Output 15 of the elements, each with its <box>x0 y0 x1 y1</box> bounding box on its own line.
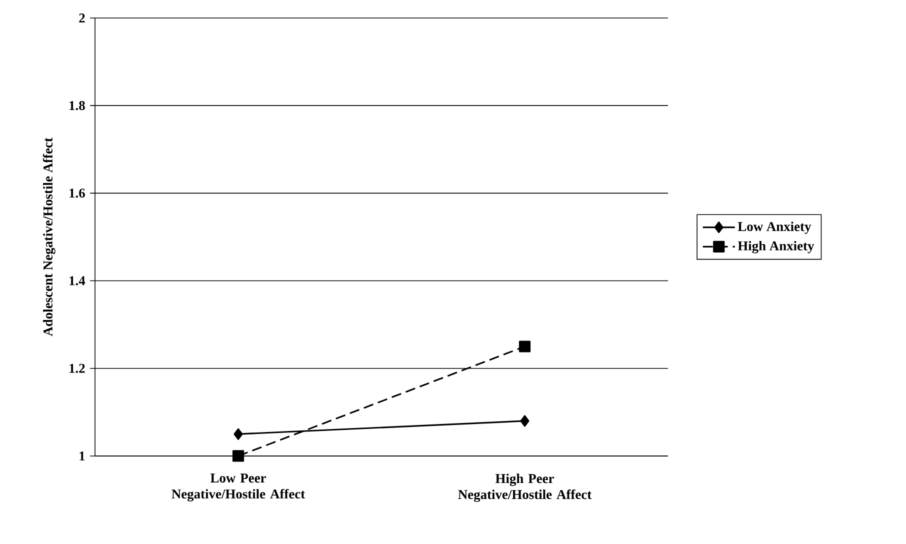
point <box>234 428 243 440</box>
point <box>520 415 530 427</box>
y-tick-label: 1.8 <box>70 101 85 110</box>
legend-label: Low Anxiety <box>738 222 812 234</box>
y-tick-label: 1 <box>80 452 85 460</box>
point <box>518 340 531 352</box>
y-tick-label: 1.4 <box>70 276 86 286</box>
y-tick-label: 1.2 <box>70 364 85 373</box>
x-tick-label: Low Peer Negative/Hostile Affect <box>172 474 306 502</box>
x-tick-label: High Peer Negative/Hostile Affect <box>458 474 592 502</box>
y-tick-label: 1.6 <box>70 188 85 198</box>
point <box>232 450 244 462</box>
y-axis-title: Adolescent Negative/Hostile Affect <box>42 138 56 336</box>
y-tick-label: 2 <box>79 14 85 22</box>
legend-label: High Anxiety <box>738 240 814 254</box>
